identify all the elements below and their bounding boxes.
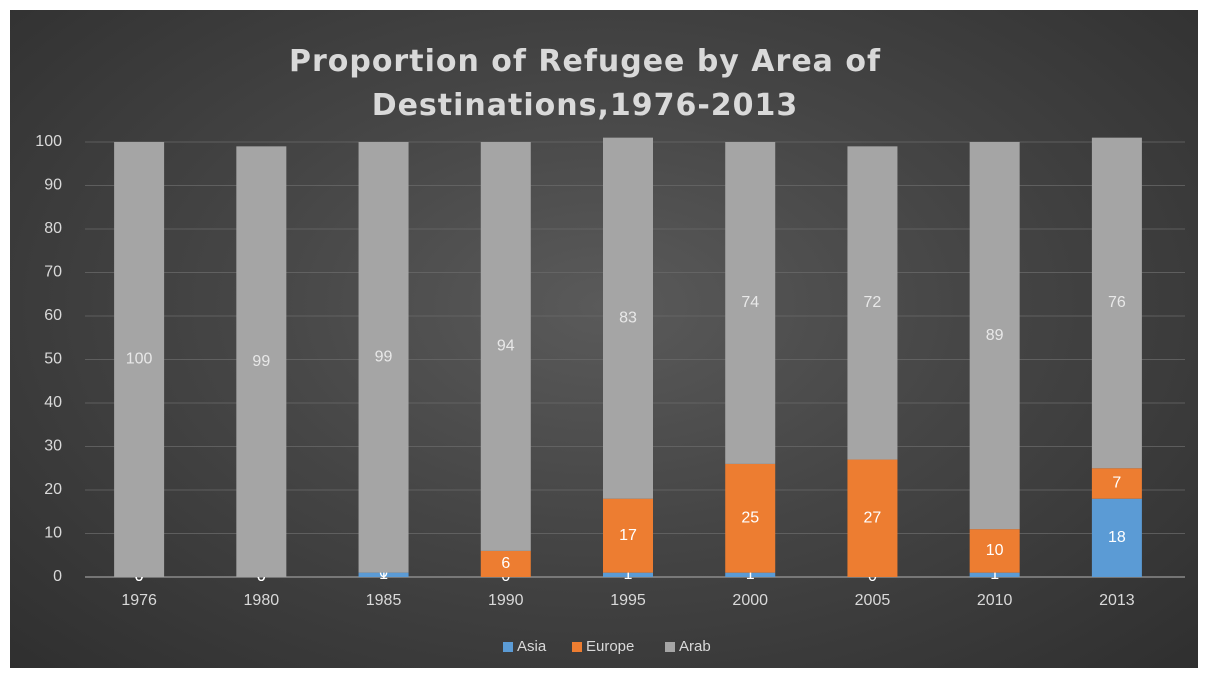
legend-swatch-asia	[503, 642, 513, 652]
data-label-europe-1995: 17	[619, 527, 637, 544]
data-label-europe-2000: 25	[741, 509, 759, 526]
y-tick-label: 50	[44, 351, 62, 368]
legend-label-arab: Arab	[679, 638, 711, 655]
bar-europe-2005	[847, 459, 898, 577]
data-label-europe-2010: 10	[986, 542, 1004, 559]
bar-arab-1985	[358, 142, 409, 573]
bar-europe-1990	[480, 550, 531, 577]
data-label-arab-2005: 72	[864, 294, 882, 311]
chart-panel: Proportion of Refugee by Area of Destina…	[10, 10, 1198, 668]
plot-area: 0102030405060708090100001001976009919801…	[35, 133, 1185, 655]
y-tick-label: 0	[53, 568, 62, 585]
chart-title: Proportion of Refugee by Area of Destina…	[10, 40, 1160, 128]
x-tick-label: 1976	[121, 592, 157, 609]
bar-arab-1995	[603, 137, 653, 499]
bar-europe-2000	[725, 463, 776, 573]
bar-asia-2000	[725, 572, 776, 577]
data-label-asia-1985: 1	[379, 566, 388, 583]
bar-europe-2010	[969, 529, 1020, 573]
x-tick-label: 1985	[366, 592, 402, 609]
y-tick-label: 10	[44, 525, 62, 542]
chart-title-line-2: Destinations,1976-2013	[371, 88, 799, 123]
bar-asia-2013	[1091, 498, 1142, 577]
x-tick-label: 1980	[244, 592, 280, 609]
y-tick-label: 20	[44, 481, 62, 498]
bar-asia-1995	[603, 572, 653, 577]
data-label-europe-2013: 7	[1112, 475, 1121, 492]
data-label-europe-2005: 27	[864, 509, 882, 526]
data-label-arab-1995: 83	[619, 309, 637, 326]
x-tick-label: 1990	[488, 592, 524, 609]
y-tick-label: 30	[44, 438, 62, 455]
y-tick-label: 90	[44, 177, 62, 194]
data-label-arab-1980: 99	[252, 353, 270, 370]
data-label-asia-2010: 1	[990, 566, 999, 583]
bar-asia-2010	[969, 572, 1020, 577]
y-tick-label: 40	[44, 394, 62, 411]
legend-label-asia: Asia	[517, 638, 547, 655]
data-label-asia-2013: 18	[1108, 529, 1126, 546]
x-tick-label: 2005	[855, 592, 891, 609]
data-label-arab-1985: 99	[375, 349, 393, 366]
x-tick-label: 2013	[1099, 592, 1135, 609]
legend-swatch-europe	[572, 642, 582, 652]
bar-europe-1995	[603, 498, 653, 573]
bar-arab-1990	[480, 142, 531, 551]
data-label-asia-2000: 1	[746, 566, 755, 583]
legend-label-europe: Europe	[586, 638, 634, 655]
data-label-europe-1990: 6	[501, 555, 510, 572]
data-label-arab-2000: 74	[741, 294, 759, 311]
data-label-arab-1990: 94	[497, 338, 515, 355]
y-tick-label: 70	[44, 264, 62, 281]
bar-arab-2005	[847, 146, 898, 460]
data-label-arab-2013: 76	[1108, 294, 1126, 311]
bar-arab-2000	[725, 142, 776, 464]
legend-swatch-arab	[665, 642, 675, 652]
data-label-arab-1976: 100	[126, 351, 153, 368]
bar-arab-2013	[1091, 137, 1142, 469]
y-tick-label: 60	[44, 307, 62, 324]
bar-arab-1980	[236, 146, 287, 577]
data-label-asia-1995: 1	[624, 566, 633, 583]
bar-asia-1985	[358, 572, 409, 577]
bar-arab-1976	[114, 142, 165, 577]
x-tick-label: 1995	[610, 592, 646, 609]
bar-arab-2010	[969, 142, 1020, 530]
x-tick-label: 2010	[977, 592, 1013, 609]
bar-europe-2013	[1091, 468, 1142, 499]
chart-title-line-1: Proportion of Refugee by Area of	[288, 44, 882, 79]
y-tick-label: 100	[35, 133, 62, 150]
data-label-arab-2010: 89	[986, 327, 1004, 344]
y-tick-label: 80	[44, 220, 62, 237]
x-tick-label: 2000	[732, 592, 768, 609]
